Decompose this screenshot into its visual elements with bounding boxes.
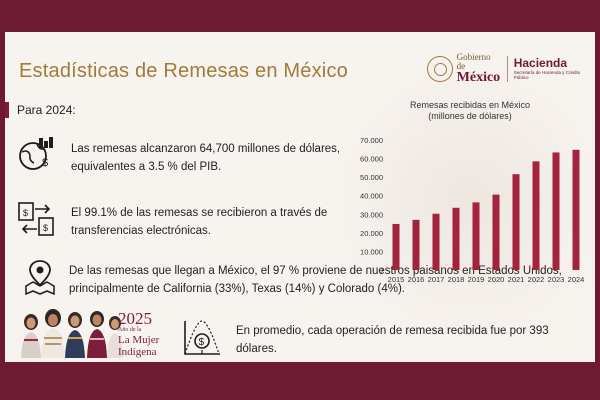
bar-2018: [452, 207, 460, 270]
svg-text:$: $: [42, 157, 48, 169]
x-tick-label: 2022: [528, 275, 545, 284]
stat-row-average: $ En promedio, cada operación de remesa …: [182, 317, 592, 362]
stat-row-electronic: $ $ El 99.1% de las remesas se recibiero…: [17, 200, 357, 243]
y-tick-label: 30.000: [360, 210, 383, 219]
chart-plot: 0 10.000 20.000 30.000 40.000 50.000 60.000 70.…: [360, 136, 585, 284]
y-tick-label: 60.000: [360, 155, 383, 164]
bar-2016: [412, 219, 420, 270]
bar-2024: [572, 149, 580, 270]
stat-text-electronic: El 99.1% de las remesas se recibieron a …: [71, 206, 328, 237]
woman-figure: [21, 314, 41, 358]
x-tick-label: 2016: [408, 275, 425, 284]
badge-year: 2025: [118, 309, 152, 328]
x-tick-label: 2018: [448, 275, 465, 284]
stat-text-total: Las remesas alcanzaron 64,700 millones d…: [71, 142, 341, 173]
svg-text:$: $: [199, 337, 205, 348]
woman-figure: [41, 309, 65, 358]
bar-2020: [492, 194, 500, 270]
x-tick-label: 2015: [388, 275, 405, 284]
remittances-chart: Remesas recibidas en México (millones de…: [350, 100, 590, 322]
y-tick-label: 50.000: [360, 173, 383, 182]
bar-2022: [532, 161, 540, 270]
y-tick-label: 10.000: [360, 247, 383, 256]
logo-divider: [506, 56, 508, 82]
section-accent-bar: [5, 102, 9, 118]
logo-hacienda: Hacienda: [513, 56, 568, 71]
y-tick-label: 70.000: [360, 136, 383, 145]
logo-gobierno-line2: México: [456, 70, 501, 85]
year-badge: 2025 Año de la La Mujer Indígena: [118, 310, 180, 358]
x-tick-label: 2020: [488, 275, 505, 284]
stat-text-average: En promedio, cada operación de remesa re…: [236, 324, 549, 355]
slide: Estadísticas de Remesas en México Gobier…: [5, 32, 595, 362]
government-logo: Gobierno de México Hacienda Secretaría d…: [427, 52, 595, 85]
chart-subtitle: (millones de dólares): [428, 111, 512, 121]
electronic-transfer-icon: $ $: [17, 200, 55, 243]
y-tick-label: 20.000: [360, 229, 383, 238]
y-tick-label: 0: [379, 266, 383, 275]
indigenous-women-illustration: [21, 309, 123, 358]
x-tick-label: 2021: [508, 275, 525, 284]
x-tick-label: 2017: [428, 275, 445, 284]
badge-line1: Año de la: [118, 327, 142, 333]
logo-gobierno-line1: Gobierno de: [456, 52, 491, 71]
bar-2017: [432, 213, 440, 270]
svg-text:$: $: [23, 208, 28, 218]
bar-2015: [392, 223, 400, 270]
globe-money-icon: $: [17, 136, 55, 179]
woman-figure: [107, 316, 123, 358]
bar-2019: [472, 202, 480, 270]
map-pin-icon: [23, 258, 57, 301]
badge-line3: Indígena: [118, 346, 157, 358]
top-band: [0, 0, 600, 32]
x-tick-label: 2024: [568, 275, 585, 284]
slide-title: Estadísticas de Remesas en México: [19, 60, 348, 82]
stat-row-total: $ Las remesas alcanzaron 64,700 millones…: [17, 136, 357, 179]
logo-hacienda-subtitle: Secretaría de Hacienda y Crédito Público: [513, 69, 581, 80]
national-seal-icon: [427, 56, 453, 82]
y-tick-label: 40.000: [360, 192, 383, 201]
intro-label: Para 2024:: [17, 103, 76, 117]
bar-2023: [552, 152, 560, 270]
x-tick-label: 2019: [468, 275, 485, 284]
x-tick-label: 2023: [548, 275, 565, 284]
badge-line2: La Mujer: [118, 334, 160, 346]
money-bag-chart-icon: $: [182, 317, 222, 362]
chart-title: Remesas recibidas en México: [409, 100, 531, 110]
woman-figure: [65, 312, 85, 358]
svg-text:$: $: [43, 223, 48, 233]
bar-2021: [512, 174, 520, 270]
background-watermark: [305, 52, 595, 352]
woman-figure: [87, 311, 107, 358]
bottom-band: [0, 362, 600, 400]
